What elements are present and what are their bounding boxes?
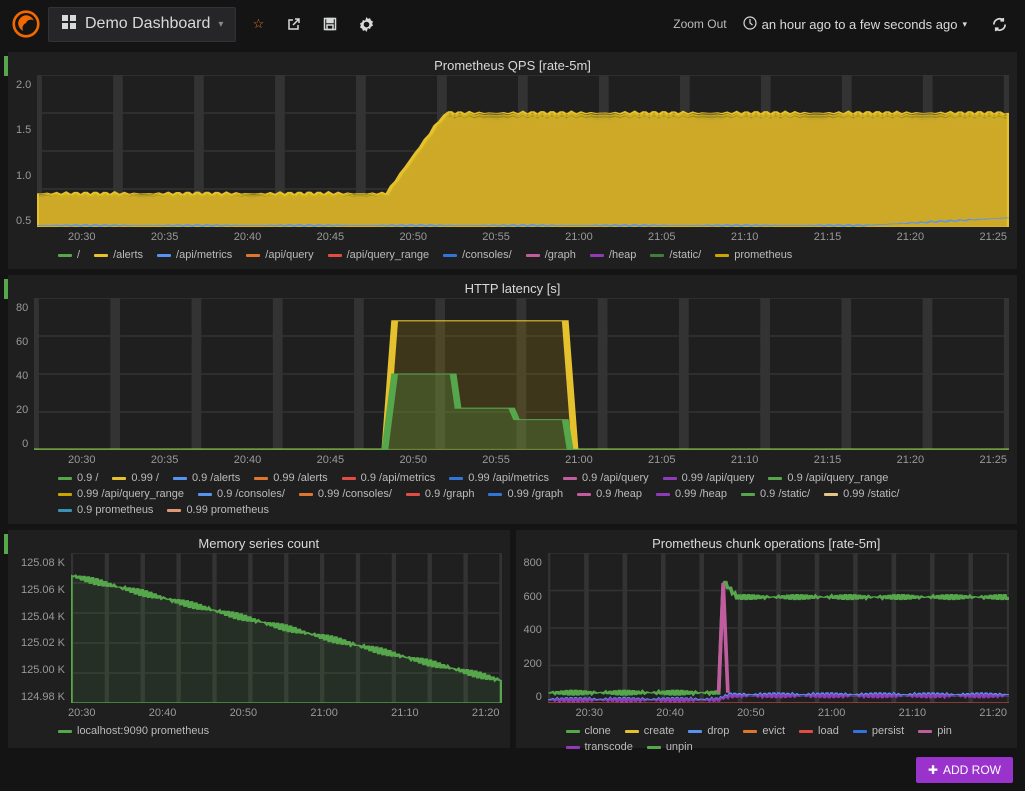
legend-item[interactable]: 0.9 / [58,472,98,484]
star-button[interactable]: ☆ [244,10,272,38]
legend-item[interactable]: 0.99 /graph [488,488,563,500]
x-axis: 20:3020:4020:5021:0021:1021:20 [516,703,1018,721]
panel-title: Prometheus chunk operations [rate-5m] [516,530,1018,553]
legend-item[interactable]: 0.99 /static/ [824,488,899,500]
x-axis: 20:3020:4020:5021:0021:1021:20 [8,703,510,721]
y-axis: 2.01.51.00.5 [16,75,37,227]
legend-item[interactable]: /api/query [246,249,313,261]
legend-item[interactable]: 0.99 /consoles/ [299,488,392,500]
chart-area-qps[interactable] [37,75,1009,227]
clock-icon [743,16,757,33]
legend: 0.9 / 0.99 / 0.9 /alerts 0.99 /alerts 0.9 /a… [8,468,1017,524]
add-row-label: ADD ROW [943,763,1001,777]
legend-item[interactable]: 0.9 /api/query_range [768,472,888,484]
legend-item[interactable]: /graph [526,249,576,261]
legend-item[interactable]: create [625,725,675,737]
legend-item[interactable]: unpin [647,741,693,753]
legend-item[interactable]: drop [688,725,729,737]
legend-item[interactable]: persist [853,725,904,737]
time-range-label: an hour ago to a few seconds ago [762,17,958,32]
legend-item[interactable]: / [58,249,80,261]
row-handle[interactable] [4,56,8,76]
grafana-logo [12,10,40,38]
legend: / /alerts/api/metrics/api/query/api/query… [8,245,1017,269]
legend-item[interactable]: 0.9 /graph [406,488,475,500]
dashboard-name: Demo Dashboard [85,15,210,33]
time-range-picker[interactable]: an hour ago to a few seconds ago ▾ [743,16,967,33]
dashboard-picker[interactable]: Demo Dashboard ▾ [48,7,236,42]
legend-item[interactable]: 0.99 /heap [656,488,727,500]
legend-item[interactable]: load [799,725,839,737]
y-axis: 8006004002000 [524,553,548,703]
legend-item[interactable]: 0.9 /alerts [173,472,240,484]
legend-item[interactable]: pin [918,725,952,737]
panel-chunks[interactable]: Prometheus chunk operations [rate-5m] 80… [516,530,1018,748]
legend-item[interactable]: 0.99 /alerts [254,472,327,484]
row-handle[interactable] [4,534,8,554]
add-row-button[interactable]: ✚ ADD ROW [916,757,1013,783]
legend: localhost:9090 prometheus [8,721,510,745]
y-axis: 806040200 [16,298,34,450]
legend-item[interactable]: /api/query_range [328,249,430,261]
legend-item[interactable]: clone [566,725,611,737]
save-button[interactable] [316,10,344,38]
legend-item[interactable]: /alerts [94,249,143,261]
legend-item[interactable]: 0.9 /consoles/ [198,488,285,500]
refresh-button[interactable] [985,10,1013,38]
panel-latency[interactable]: HTTP latency [s] 806040200 20:3020:3520:… [8,275,1017,524]
legend-item[interactable]: 0.9 /static/ [741,488,810,500]
x-axis: 20:3020:3520:4020:4520:5020:5521:0021:05… [8,227,1017,245]
legend-item[interactable]: 0.9 /api/query [563,472,649,484]
zoom-out-button[interactable]: Zoom Out [673,17,726,31]
legend-item[interactable]: 0.9 /api/metrics [342,472,436,484]
x-axis: 20:3020:3520:4020:4520:5020:5521:0021:05… [8,450,1017,468]
row-handle[interactable] [4,279,8,299]
legend-item[interactable]: 0.99 /api/metrics [449,472,549,484]
panel-title: Prometheus QPS [rate-5m] [8,52,1017,75]
chart-area-chunks[interactable] [548,553,1009,703]
legend-item[interactable]: evict [743,725,785,737]
legend-item[interactable]: 0.99 /api/query [663,472,755,484]
chevron-down-icon: ▾ [218,19,223,30]
panel-title: Memory series count [8,530,510,553]
y-axis: 125.08 K125.06 K125.04 K125.02 K125.00 K… [16,553,71,703]
legend-item[interactable]: localhost:9090 prometheus [58,725,209,737]
legend-item[interactable]: 0.99 prometheus [167,504,269,516]
plus-icon: ✚ [928,763,938,777]
chart-area-memory[interactable] [71,553,502,703]
legend-item[interactable]: /api/metrics [157,249,232,261]
legend-item[interactable]: 0.9 /heap [577,488,642,500]
panel-title: HTTP latency [s] [8,275,1017,298]
legend: clone create drop evict load persist pin transc… [516,721,1018,761]
grid-icon [61,14,77,35]
legend-item[interactable]: transcode [566,741,633,753]
chart-area-latency[interactable] [34,298,1009,450]
panel-qps[interactable]: Prometheus QPS [rate-5m] 2.01.51.00.5 20… [8,52,1017,269]
share-button[interactable] [280,10,308,38]
settings-button[interactable] [352,10,380,38]
legend-item[interactable]: /heap [590,249,637,261]
chevron-down-icon: ▾ [962,19,967,30]
legend-item[interactable]: /static/ [650,249,701,261]
legend-item[interactable]: 0.99 / [112,472,159,484]
legend-item[interactable]: 0.9 prometheus [58,504,153,516]
legend-item[interactable]: /consoles/ [443,249,512,261]
legend-item[interactable]: 0.99 /api/query_range [58,488,184,500]
legend-item[interactable]: prometheus [715,249,792,261]
panel-memory[interactable]: Memory series count 125.08 K125.06 K125.… [8,530,510,748]
